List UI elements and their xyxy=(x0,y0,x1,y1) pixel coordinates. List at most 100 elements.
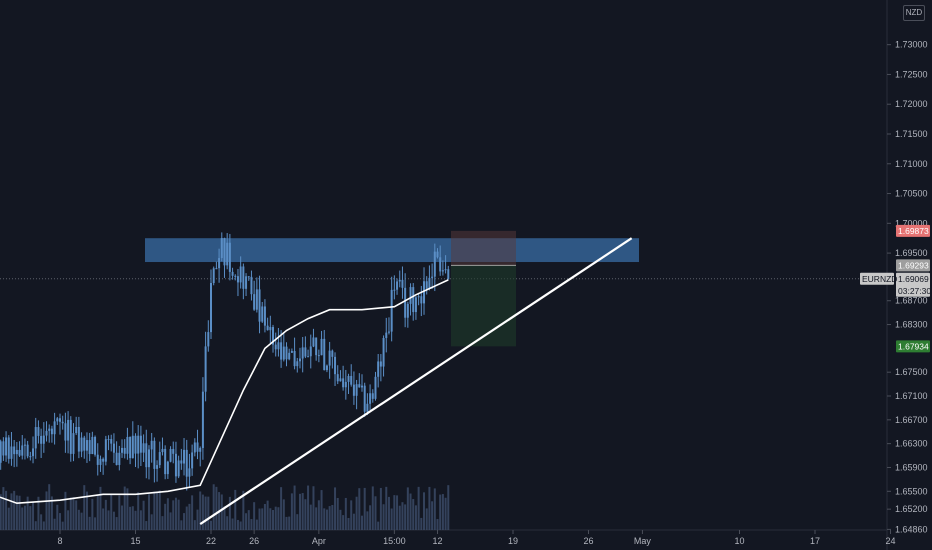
volume-bar xyxy=(307,485,310,530)
price-tick-label: 1.68700 xyxy=(895,296,928,306)
volume-bar xyxy=(99,486,102,530)
candle-body xyxy=(293,350,296,367)
candle-body xyxy=(401,279,404,288)
candle-body xyxy=(441,270,444,272)
candle-body xyxy=(280,342,283,360)
price-tick-label: 1.72500 xyxy=(895,69,928,79)
candle-body xyxy=(226,242,229,266)
candle-body xyxy=(352,384,355,396)
badge-value: 1.69069 xyxy=(898,274,929,284)
candle-body xyxy=(234,275,237,277)
candle-body xyxy=(69,419,72,454)
volume-bar xyxy=(85,491,88,530)
volume-bar xyxy=(261,508,264,530)
candle-body xyxy=(444,269,447,271)
time-axis[interactable]: 8 15 22 26 Apr 15:00 12 19 26 May 10 17 24 xyxy=(57,530,896,546)
candle-body xyxy=(298,358,301,362)
candle-body xyxy=(414,297,417,313)
candle-body xyxy=(439,257,442,272)
currency-label[interactable]: NZD xyxy=(903,5,925,21)
volume-bar xyxy=(358,488,361,530)
volume-bar xyxy=(226,516,229,530)
candle-body xyxy=(85,440,88,451)
volume-bar xyxy=(188,503,191,530)
candle-body xyxy=(207,332,210,347)
candle-body xyxy=(204,346,207,392)
candle-body xyxy=(121,447,124,453)
candle-body xyxy=(110,439,113,444)
price-tick-label: 1.65500 xyxy=(895,486,928,496)
candle-body xyxy=(355,384,358,396)
candle-body xyxy=(325,365,328,371)
volume-bar xyxy=(366,511,369,530)
volume-bar xyxy=(158,490,161,530)
candle-body xyxy=(88,440,91,455)
candle-body xyxy=(342,378,345,388)
candle-body xyxy=(172,448,175,454)
volume-bar xyxy=(161,516,164,530)
volume-bar xyxy=(196,509,199,530)
volume-bar xyxy=(139,510,142,530)
volume-bar xyxy=(404,504,407,530)
candle-body xyxy=(174,453,177,477)
candle-body xyxy=(102,458,105,462)
candle-body xyxy=(99,458,102,465)
volume-bars xyxy=(0,484,450,530)
time-label: 26 xyxy=(249,536,259,546)
time-label: 26 xyxy=(583,536,593,546)
candle-body xyxy=(334,356,337,375)
volume-bar xyxy=(204,496,207,530)
volume-bar xyxy=(69,497,72,530)
volume-bar xyxy=(80,512,83,530)
volume-bar xyxy=(123,486,126,530)
volume-bar xyxy=(77,509,80,530)
volume-bar xyxy=(212,484,215,530)
candle-body xyxy=(382,337,385,367)
candle-body xyxy=(307,356,310,358)
volume-bar xyxy=(172,500,175,530)
volume-bar xyxy=(15,495,18,530)
candle-body xyxy=(185,449,188,477)
price-tick-label: 1.65900 xyxy=(895,462,928,472)
volume-bar xyxy=(331,505,334,530)
candle-body xyxy=(245,276,248,289)
volume-bar xyxy=(26,496,29,530)
badge-value: 1.67934 xyxy=(898,341,929,351)
volume-bar xyxy=(334,487,337,530)
price-tick-label: 1.67500 xyxy=(895,367,928,377)
candle-body xyxy=(0,441,2,463)
volume-bar xyxy=(414,505,417,530)
candle-body xyxy=(29,456,32,458)
volume-bar xyxy=(53,518,56,530)
volume-bar xyxy=(247,510,250,530)
volume-bar xyxy=(13,490,16,530)
candle-body xyxy=(312,337,315,347)
volume-bar xyxy=(207,496,210,530)
candle-body xyxy=(220,238,223,259)
price-axis[interactable]: 1.73000 1.72500 1.72000 1.71500 1.71000 1.705… xyxy=(887,40,928,535)
volume-bar xyxy=(428,486,431,530)
volume-bar xyxy=(236,519,239,530)
candle-body xyxy=(228,242,231,272)
candle-body xyxy=(183,449,186,464)
candle-body xyxy=(191,452,194,469)
candle-body xyxy=(53,421,56,435)
volume-bar xyxy=(447,485,450,530)
candle-body xyxy=(431,276,434,278)
volume-bar xyxy=(266,500,269,530)
volume-bar xyxy=(242,490,245,530)
candle-body xyxy=(156,465,159,469)
volume-bar xyxy=(193,520,196,530)
volume-bar xyxy=(431,501,434,530)
candle-body xyxy=(296,361,299,367)
time-label: 24 xyxy=(885,536,895,546)
candle-body xyxy=(21,445,24,456)
volume-bar xyxy=(180,520,183,530)
candle-body xyxy=(158,452,161,466)
candle-body xyxy=(193,442,196,453)
volume-bar xyxy=(7,507,10,530)
candle-body xyxy=(83,437,86,451)
candle-body xyxy=(369,393,372,404)
